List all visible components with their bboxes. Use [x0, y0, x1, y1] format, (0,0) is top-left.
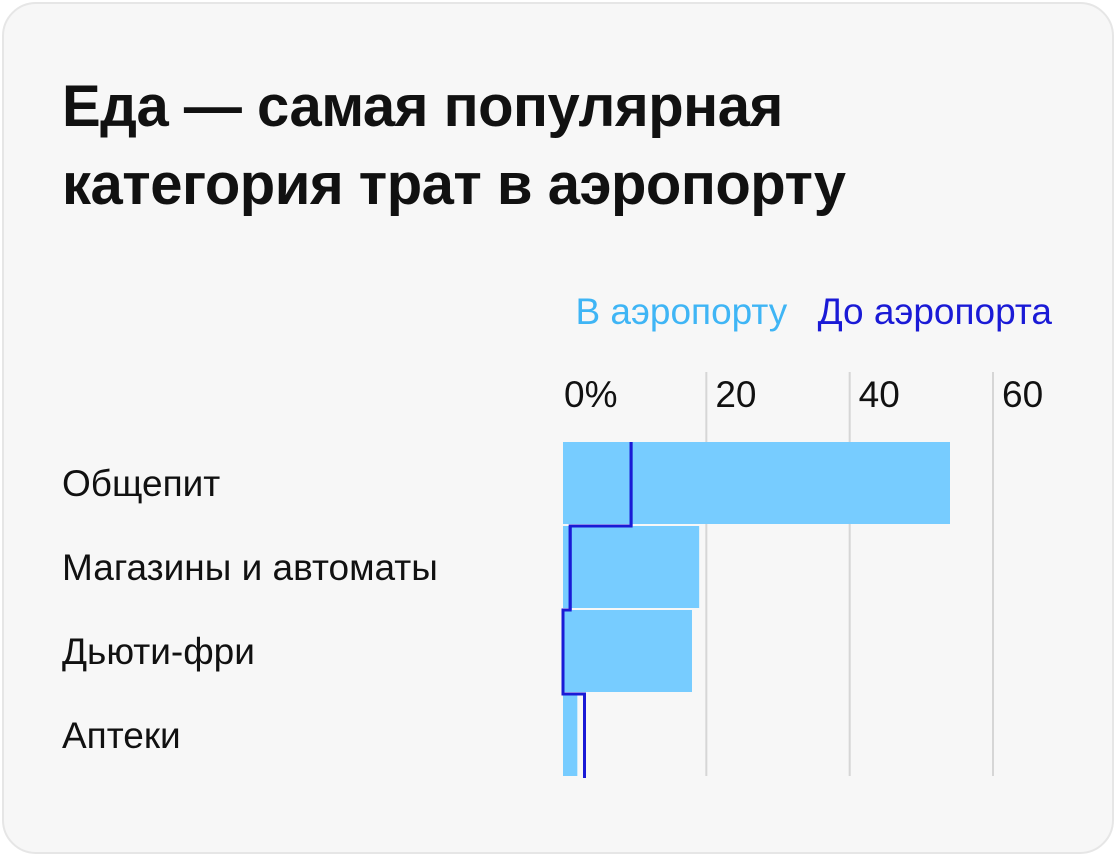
x-tick-label-40: 40	[859, 374, 900, 415]
legend-in-airport: В аэропорту	[575, 291, 788, 332]
category-label-0: Общепит	[62, 463, 220, 504]
legend-before-airport: До аэропорта	[817, 291, 1052, 332]
legend: В аэропорту До аэропорта	[555, 288, 1052, 336]
x-tick-label-0: 0%	[564, 374, 617, 415]
category-label-3: Аптеки	[62, 715, 181, 756]
bar-in-airport-3	[563, 694, 578, 776]
bar-in-airport-0	[563, 442, 950, 524]
category-label-1: Магазины и автоматы	[62, 547, 438, 588]
x-tick-label-60: 60	[1002, 374, 1043, 415]
chart-title: Еда — самая популярная категория трат в …	[62, 74, 846, 217]
x-tick-label-20: 20	[715, 374, 756, 415]
series-before-airport-line	[561, 442, 633, 778]
bar-in-airport-1	[563, 526, 700, 608]
bar-chart: 0% 20 40 60 Общепит Магазины и автоматы Дьюти-…	[62, 372, 1043, 778]
bar-in-airport-2	[563, 610, 692, 692]
category-label-2: Дьюти-фри	[62, 631, 255, 672]
